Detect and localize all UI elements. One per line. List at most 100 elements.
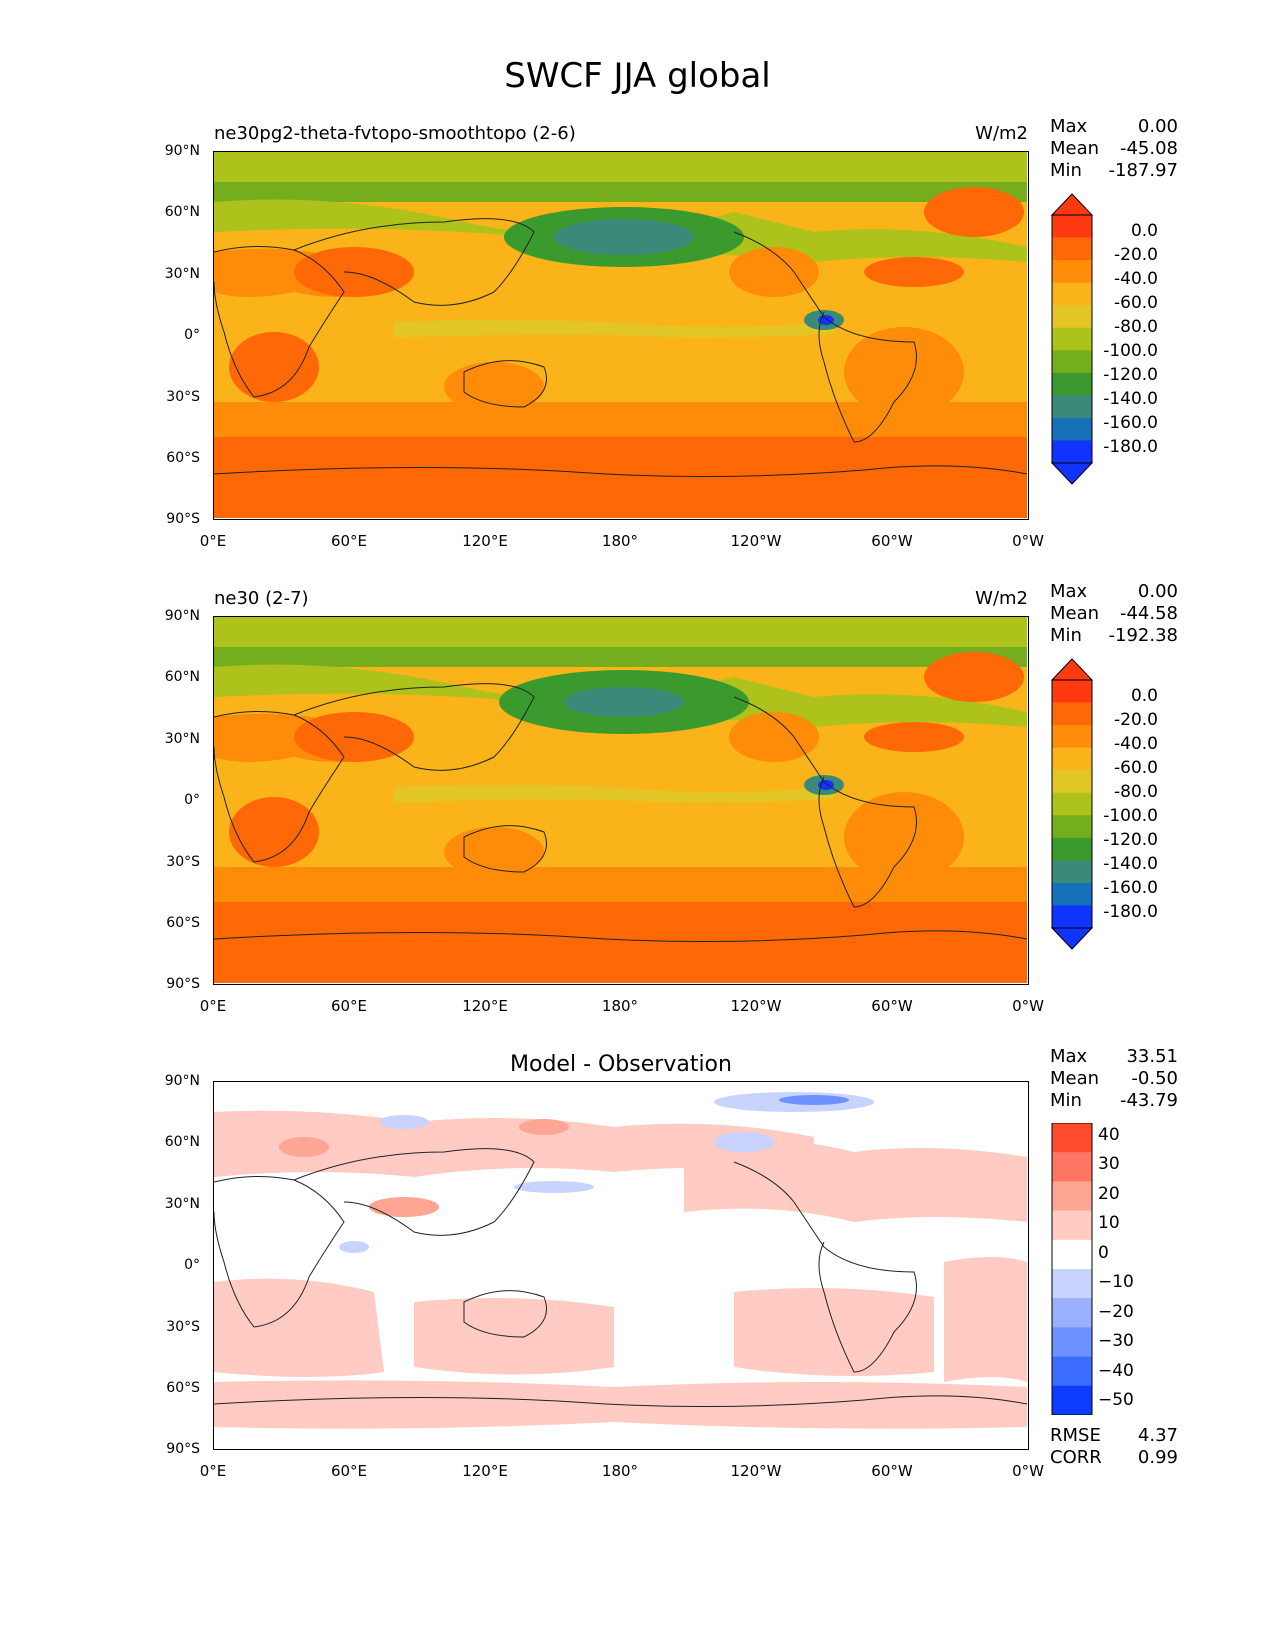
subarctic-band (214, 182, 1027, 202)
panel-1-title: ne30pg2-theta-fvtopo-smoothtopo (2-6) (214, 123, 576, 144)
panel-1-map-svg (214, 152, 1027, 518)
xtick-label: 60°W (871, 532, 913, 550)
australia-coast (463, 825, 547, 873)
colorbar-label: -160.0 (1103, 413, 1158, 433)
stat-label: Max (1050, 581, 1088, 602)
panel-3-colorbar (1050, 1122, 1094, 1416)
indian-ocean-negative (339, 1241, 369, 1253)
ytick-label: 0° (184, 327, 200, 343)
n-atlantic-region (864, 722, 964, 752)
ytick-label: 0° (184, 792, 200, 808)
xtick-label: 120°E (462, 1462, 508, 1480)
colorbar-segment (1052, 860, 1092, 884)
panel-2-colorbar (1050, 658, 1094, 950)
colorbar-label: -40.0 (1114, 269, 1158, 289)
colorbar-diff-svg (1051, 1122, 1093, 1416)
colorbar-segment (1052, 815, 1092, 839)
stat-label: CORR (1050, 1447, 1102, 1468)
xtick-label: 60°E (330, 997, 368, 1015)
southern-ocean-band (214, 437, 1027, 518)
stat-value: -44.58 (1119, 603, 1178, 624)
ytick-label: 90°N (164, 1073, 200, 1089)
siberia-strong-positive (519, 1119, 569, 1135)
n-atlantic-region (864, 257, 964, 287)
panel-1-colorbar (1050, 193, 1094, 485)
w-pacific-negative (514, 1181, 594, 1193)
ytick-label: 90°S (166, 976, 200, 992)
colorbar-label: 0.0 (1130, 221, 1158, 241)
panel-3-title: Model - Observation (510, 1052, 732, 1077)
arctic-band (214, 617, 1027, 647)
stat-value: -43.79 (1119, 1090, 1178, 1111)
xtick-label: 0°E (199, 532, 227, 550)
colorbar-label: −30 (1098, 1331, 1134, 1351)
stat-value: 4.37 (1137, 1425, 1178, 1446)
coastlines (214, 683, 1027, 943)
colorbar-abs-svg (1050, 658, 1094, 950)
panel-2-stats: Max 0.00 Mean -44.58 Min -192.38 (1050, 581, 1178, 647)
xtick-label: 0°W (1012, 1462, 1044, 1480)
colorbar-segment (1052, 837, 1092, 861)
ytick-label: 90°N (164, 608, 200, 624)
colorbar-segment (1052, 305, 1092, 329)
antarctica-coast (214, 465, 1027, 478)
panel-3-error-stats: RMSE 4.37 CORR 0.99 (1050, 1425, 1178, 1469)
stat-label: Max (1050, 1046, 1088, 1067)
australia-coast (463, 1290, 547, 1338)
colorbar-label: -140.0 (1103, 854, 1158, 874)
colorbar-segment (1052, 680, 1092, 704)
colorbar-label: -20.0 (1114, 710, 1158, 730)
ytick-label: 30°N (164, 731, 200, 747)
colorbar-segment (1052, 1210, 1092, 1241)
nw-pacific-negative (714, 1132, 774, 1152)
southern-ocean-band (214, 902, 1027, 983)
colorbar-segment (1052, 1123, 1092, 1153)
colorbar-extend-top (1050, 193, 1094, 216)
colorbar-segment (1052, 1181, 1092, 1212)
colorbar-segment (1052, 702, 1092, 726)
africa-coast (214, 245, 345, 398)
colorbar-segment (1052, 1356, 1092, 1387)
americas-coast (733, 231, 917, 443)
greenland-region (924, 187, 1024, 237)
colorbar-outline (1051, 679, 1093, 929)
colorbar-segment (1052, 770, 1092, 794)
xtick-label: 0°W (1012, 997, 1044, 1015)
coastlines (214, 1148, 1027, 1408)
colorbar-label: −50 (1098, 1390, 1134, 1410)
itcz-band (394, 784, 834, 803)
africa-coast (214, 710, 345, 863)
americas-coast (733, 696, 917, 908)
colorbar-label: -140.0 (1103, 389, 1158, 409)
nh-positive-band (214, 1110, 814, 1177)
xtick-label: 120°W (730, 1462, 782, 1480)
arabia-region (294, 712, 414, 762)
colorbar-label: -180.0 (1103, 902, 1158, 922)
americas-coast (733, 1161, 917, 1373)
eurasia-coast (293, 1148, 535, 1236)
colorbar-segment (1052, 440, 1092, 464)
xtick-label: 180° (601, 1462, 639, 1480)
southern-africa-region (229, 332, 319, 402)
ytick-label: 60°N (164, 204, 200, 220)
antarctica-coast (214, 1395, 1027, 1408)
colorbar-label: −10 (1098, 1272, 1134, 1292)
strong-positive-anomalies (279, 1119, 569, 1217)
eurasia-coast (293, 218, 535, 306)
arabia-region (294, 247, 414, 297)
colorbar-label: -60.0 (1114, 758, 1158, 778)
ytick-label: 90°S (166, 1441, 200, 1457)
colorbar-segment (1052, 1269, 1092, 1299)
panel-3-map-svg (214, 1082, 1027, 1448)
stat-value: 0.00 (1137, 581, 1178, 602)
colorbar-label: -40.0 (1114, 734, 1158, 754)
colorbar-label: -160.0 (1103, 878, 1158, 898)
stat-label: RMSE (1050, 1425, 1101, 1446)
arctic-strong-negative (779, 1095, 849, 1105)
colorbar-extend-bottom (1050, 927, 1094, 950)
stat-label: Mean (1050, 1068, 1100, 1089)
s-atlantic-east-positive (944, 1257, 1027, 1382)
south-america-region (844, 327, 964, 417)
southern-africa-region (229, 797, 319, 867)
colorbar-label: -60.0 (1114, 293, 1158, 313)
